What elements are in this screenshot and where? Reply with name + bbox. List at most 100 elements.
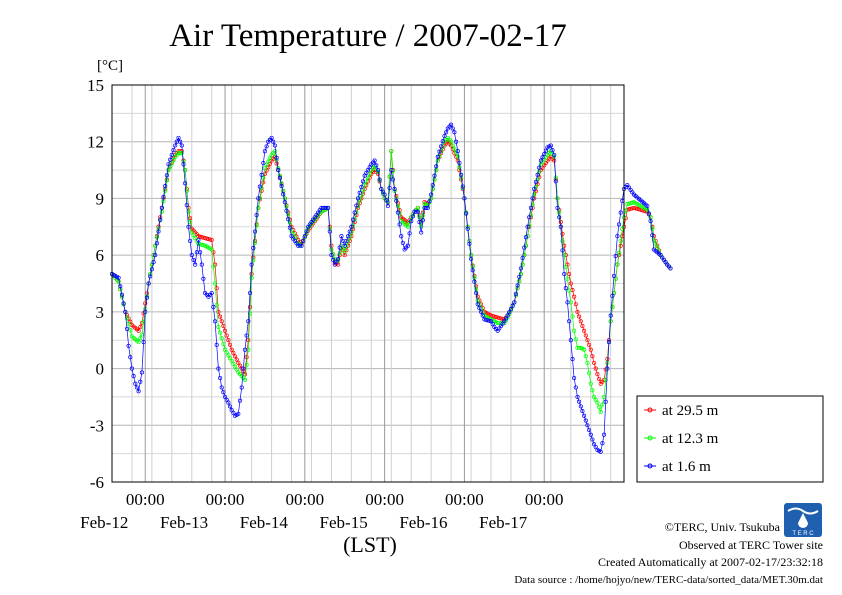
data-point [437, 149, 442, 154]
data-point [390, 177, 395, 182]
data-point [538, 158, 543, 163]
legend-box [636, 395, 824, 483]
data-point [434, 164, 439, 169]
data-point [349, 224, 354, 229]
data-point [121, 301, 126, 306]
data-point [395, 210, 400, 215]
y-tick-label: 3 [96, 303, 105, 322]
data-point [573, 337, 578, 342]
data-point [410, 214, 415, 219]
data-point [568, 281, 573, 286]
data-point [221, 390, 226, 395]
data-point [650, 233, 655, 238]
data-point [136, 328, 141, 333]
data-point [213, 281, 218, 286]
data-point [359, 185, 364, 190]
data-point [301, 238, 306, 244]
x-axis-label: (LST) [343, 532, 397, 557]
data-point [184, 188, 189, 193]
y-tick-label: 15 [87, 76, 104, 95]
data-point [405, 224, 410, 229]
data-point [578, 404, 583, 409]
data-point [528, 205, 533, 210]
data-point [198, 250, 203, 255]
data-point [387, 185, 392, 191]
data-point [542, 151, 547, 157]
data-point [575, 309, 580, 314]
data-point [360, 188, 366, 193]
data-point [444, 130, 449, 135]
data-point [455, 149, 460, 154]
data-point [166, 168, 171, 173]
data-point [246, 338, 251, 343]
data-point [146, 281, 151, 286]
data-point [164, 178, 169, 183]
data-point [587, 427, 592, 433]
data-point [522, 245, 527, 250]
data-point [269, 135, 274, 140]
data-point [429, 192, 434, 197]
data-point [582, 347, 587, 352]
data-point [618, 210, 623, 215]
data-point [342, 243, 347, 248]
data-point [578, 319, 583, 324]
data-point [395, 203, 400, 209]
y-axis-unit: [°C] [97, 58, 123, 74]
data-point [334, 259, 339, 264]
data-point [281, 192, 286, 197]
data-point [454, 139, 459, 144]
observed-text: Observed at TERC Tower site [679, 538, 823, 552]
series-layer [109, 122, 673, 454]
data-point [129, 366, 134, 371]
data-point [163, 188, 168, 193]
data-point [517, 274, 522, 279]
x-tick-date-label: Feb-12 [80, 513, 128, 532]
data-point [590, 388, 595, 393]
data-point [346, 234, 351, 239]
data-point [417, 215, 422, 220]
data-point [227, 342, 233, 347]
data-point [530, 202, 535, 208]
data-point [598, 449, 603, 454]
data-point [136, 389, 141, 394]
data-point [156, 229, 161, 234]
data-point [201, 243, 206, 248]
data-point [183, 181, 188, 186]
data-point [580, 323, 585, 329]
y-tick-label: 0 [96, 360, 105, 379]
data-point [261, 176, 266, 181]
data-point [590, 437, 595, 442]
data-point [420, 213, 425, 218]
data-point [128, 355, 133, 360]
data-point [234, 357, 239, 362]
data-point [653, 241, 658, 246]
data-point [347, 229, 352, 234]
data-point [616, 222, 622, 227]
data-point [533, 179, 538, 184]
data-point [472, 279, 477, 284]
data-point [565, 300, 570, 305]
data-point [573, 385, 578, 390]
data-point [603, 399, 608, 404]
series-line [111, 124, 671, 453]
data-point [570, 314, 575, 319]
legend-items: at 29.5 m at 12.3 m at 1.6 m [644, 403, 719, 475]
data-point [178, 139, 183, 144]
data-point [572, 294, 577, 299]
data-point [327, 229, 332, 234]
data-point [464, 211, 469, 216]
data-point [123, 309, 128, 314]
data-point [525, 224, 530, 229]
data-point [651, 237, 656, 243]
legend-swatch-marker [647, 463, 653, 469]
data-point [246, 319, 251, 324]
data-point [304, 229, 309, 234]
data-point [193, 262, 198, 267]
data-point [337, 251, 342, 256]
data-point [299, 243, 304, 248]
data-point [563, 286, 568, 291]
data-point [407, 231, 412, 236]
data-point [116, 279, 121, 284]
data-point [387, 174, 392, 179]
legend: at 29.5 m at 12.3 m at 1.6 m [636, 395, 824, 483]
